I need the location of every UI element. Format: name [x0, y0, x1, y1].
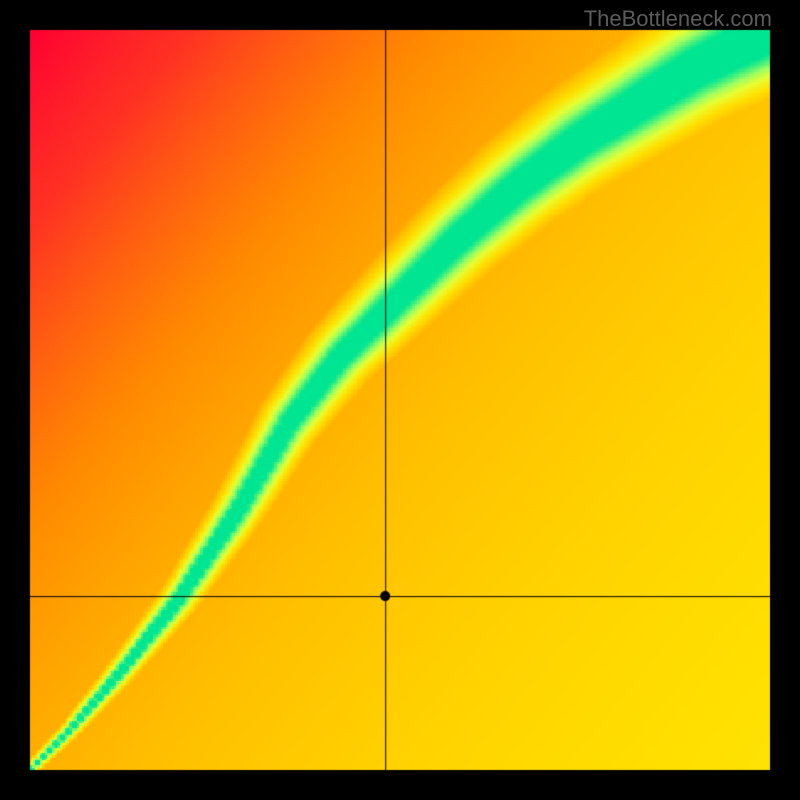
- watermark-text: TheBottleneck.com: [584, 6, 772, 32]
- heatmap-plot: [0, 0, 800, 800]
- chart-container: TheBottleneck.com: [0, 0, 800, 800]
